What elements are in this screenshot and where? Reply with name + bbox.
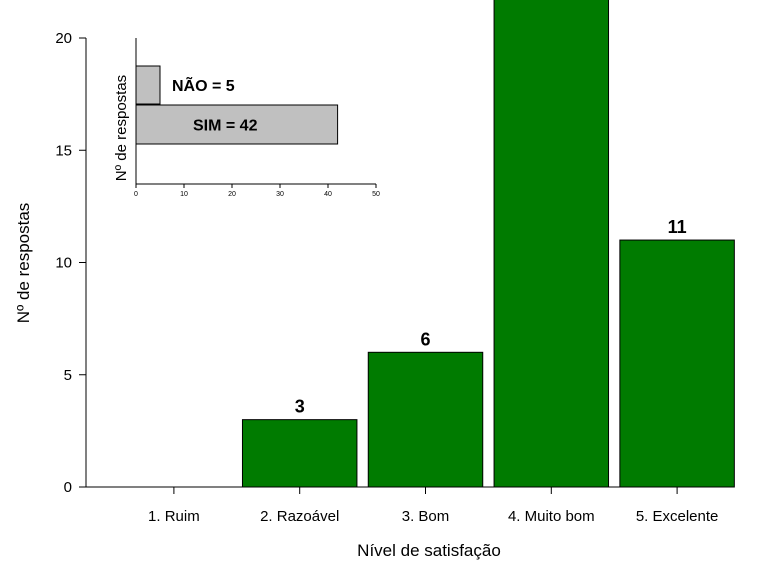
y-tick-label: 20	[55, 30, 72, 47]
y-tick-label: 5	[64, 367, 72, 384]
y-tick-label: 0	[64, 479, 72, 496]
x-tick-label: 5. Excelente	[636, 508, 719, 525]
bar	[619, 239, 735, 488]
inset-bar	[135, 104, 339, 145]
bar-value-label: 11	[668, 217, 687, 237]
inset-bar-label: NÃO = 5	[172, 75, 235, 95]
bar-value-label: 3	[295, 397, 305, 417]
inset-bars: NÃO = 5 SIM = 42	[135, 65, 339, 145]
x-tick-label: 2. Razoável	[260, 508, 339, 525]
main-x-axis-title: Nível de satisfação	[357, 541, 501, 560]
x-tick-label: 3. Bom	[402, 508, 450, 525]
y-tick-label: 10	[55, 255, 72, 272]
inset-x-tick-label: 0	[134, 191, 138, 198]
x-tick-label: 4. Muito bom	[508, 508, 595, 525]
y-tick-label: 15	[55, 142, 72, 159]
inset-bar-label: SIM = 42	[193, 118, 258, 135]
bar	[241, 419, 358, 488]
x-tick-label: 1. Ruim	[148, 508, 200, 525]
inset-chart: 0 10 20 30 40 50 NÃO = 5 SIM = 42 Nº de respos…	[113, 38, 380, 198]
bar-value-label: 6	[420, 329, 430, 349]
main-y-axis-title: Nº de respostas	[14, 203, 33, 324]
inset-x-tick-label: 40	[324, 191, 332, 198]
inset-x-tick-label: 10	[180, 191, 188, 198]
bar	[493, 0, 610, 488]
main-data-labels: 362211	[295, 217, 687, 417]
inset-bar	[135, 65, 161, 105]
main-axes: 0 5 10 15 20 1. Ruim 2. Razoável 3. Bom 4. Muito…	[55, 30, 718, 525]
inset-x-tick-label: 50	[372, 191, 380, 198]
inset-x-tick-label: 30	[276, 191, 284, 198]
inset-y-axis-title: Nº de respostas	[113, 75, 130, 181]
bar	[367, 351, 484, 488]
main-bars	[241, 0, 735, 488]
inset-x-tick-label: 20	[228, 191, 236, 198]
